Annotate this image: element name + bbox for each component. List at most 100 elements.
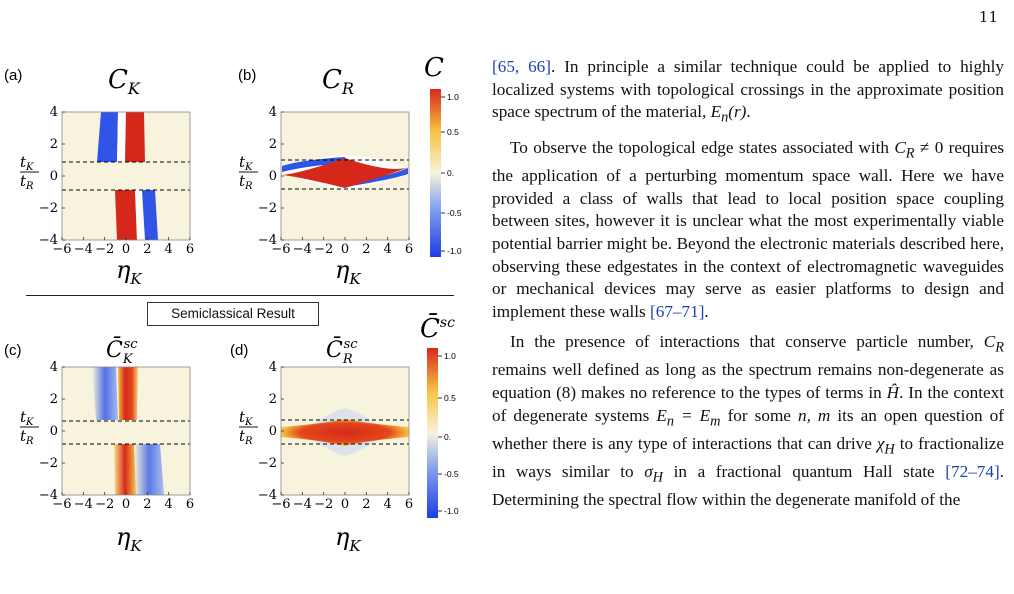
panel-c-ylabel-num: tK <box>20 408 34 428</box>
panel-a-xtick-label: 2 <box>143 242 151 257</box>
panel-d-ytick-label: −4 <box>258 488 277 503</box>
panel-c-title: C̄Ksc <box>106 336 138 367</box>
panel-d-ytick-label: 4 <box>269 360 277 375</box>
panel-b-ytick-label: −4 <box>258 233 277 248</box>
panel-d-title: C̄Rsc <box>326 336 358 367</box>
panel-a-blue-band-top <box>97 112 118 162</box>
panel-c-blue-band-bottom <box>134 444 164 495</box>
colorbar-top-tick: 0. <box>447 168 454 178</box>
panel-b-red-lens <box>283 158 407 188</box>
panel-a-ylabel-den: tR <box>20 172 34 192</box>
panel-d-xlabel: ηK <box>335 523 361 555</box>
panel-b-xtick-label: 0 <box>341 242 349 257</box>
panel-a-ylabel-num: tK <box>20 153 34 173</box>
panel-a-xtick-label: 0 <box>122 242 130 257</box>
panel-d-xtick-label: 4 <box>384 497 392 512</box>
panel-a-red-band-top <box>125 112 145 162</box>
colorbar-top-tick: 1.0 <box>447 92 459 102</box>
paragraph-3: In the presence of interactions that con… <box>492 332 1004 509</box>
panel-a-xlabel: ηK <box>116 256 142 288</box>
panel-c-xtick-label: 6 <box>186 497 194 512</box>
citation[interactable]: [72–74] <box>945 461 1000 481</box>
panel-a-ytick-label: 2 <box>50 137 58 152</box>
panel-c-xtick-label: −4 <box>74 497 93 512</box>
panel-c-xtick-label: −2 <box>95 497 114 512</box>
panel-d-ylabel-den: tR <box>239 427 253 447</box>
semiclassical-label: Semiclassical Result <box>147 302 319 326</box>
panel-b-ytick-label: 0 <box>269 169 277 184</box>
body-text: [65, 66]. In principle a similar techniq… <box>492 56 1004 519</box>
colorbar-bottom-tick: 0. <box>444 432 451 442</box>
panel-d-xtick-label: 2 <box>362 497 370 512</box>
colorbar-bottom-tick: 1.0 <box>444 351 456 361</box>
panel-b-heatmap <box>281 112 409 240</box>
panel-b-tag: (b) <box>238 67 256 84</box>
panel-b-xtick-label: 4 <box>384 242 392 257</box>
panel-c-xtick-label: 4 <box>165 497 173 512</box>
panel-a-xtick-label: −6 <box>52 242 71 257</box>
colorbar-bottom-tick: -1.0 <box>444 506 459 516</box>
panel-b-xtick-label: −6 <box>271 242 290 257</box>
citation[interactable]: [67–71] <box>650 301 705 321</box>
panel-a-ytick-label: 4 <box>50 105 58 120</box>
panel-a-xtick-label: −2 <box>95 242 114 257</box>
panel-d-red-lens <box>281 419 409 446</box>
panel-d-ylabel-num: tK <box>239 408 253 428</box>
panel-d-ytick-label: 0 <box>269 424 277 439</box>
panel-c-ytick-label: 4 <box>50 360 58 375</box>
panel-d-ytick-label: −2 <box>258 456 277 471</box>
panel-b-ylabel-den: tR <box>239 172 253 192</box>
colorbar-top-tick: -1.0 <box>447 246 462 256</box>
panel-a-ytick-label: 0 <box>50 169 58 184</box>
panel-c-blue-band-top <box>92 367 118 420</box>
page-number: 11 <box>978 8 998 26</box>
colorbar-top-label: C <box>424 53 444 83</box>
panel-a-red-band-bottom <box>115 190 137 240</box>
colorbar-bottom-tick: -0.5 <box>444 469 459 479</box>
panel-d-ytick-label: 2 <box>269 392 277 407</box>
panel-a-xtick-label: 4 <box>165 242 173 257</box>
panel-d-xtick-label: 6 <box>405 497 413 512</box>
panel-b-ylabel-num: tK <box>239 153 253 173</box>
panel-a-title: CK <box>108 65 141 98</box>
figure-canvas: (a) CK (b) CR C <box>4 53 462 555</box>
panel-a-blue-band-bottom <box>142 190 158 240</box>
panel-b-ytick-label: 4 <box>269 105 277 120</box>
figure: (a) CK (b) CR C <box>0 0 480 590</box>
panel-b-xtick-label: −2 <box>314 242 333 257</box>
colorbar-top-ticks: 1.0 0.5 0. -0.5 -1.0 <box>441 92 462 256</box>
panel-c-ytick-label: −2 <box>39 456 58 471</box>
panel-b-ytick-label: −2 <box>258 201 277 216</box>
panel-c-tag: (c) <box>4 342 22 359</box>
panel-b-xtick-label: −4 <box>293 242 312 257</box>
panel-c-heatmap <box>62 367 190 495</box>
panel-d-xtick-label: −2 <box>314 497 333 512</box>
colorbar-top-tick: -0.5 <box>447 208 462 218</box>
panel-a-xtick-label: −4 <box>74 242 93 257</box>
panel-a-heatmap <box>62 112 190 240</box>
panel-d-xtick-label: 0 <box>341 497 349 512</box>
colorbar-bottom <box>427 348 438 518</box>
citation[interactable]: [65, 66] <box>492 57 552 76</box>
panel-c-ytick-label: 0 <box>50 424 58 439</box>
panel-c-xtick-label: 0 <box>122 497 130 512</box>
colorbar-top <box>430 89 441 257</box>
panel-c-xlabel: ηK <box>116 523 142 555</box>
panel-c-ytick-label: 2 <box>50 392 58 407</box>
panel-b-title: CR <box>322 65 354 98</box>
panel-a-xtick-label: 6 <box>186 242 194 257</box>
panel-a-ytick-label: −4 <box>39 233 58 248</box>
panel-c-xtick-label: −6 <box>52 497 71 512</box>
panel-d-tag: (d) <box>230 342 248 359</box>
divider-line <box>26 295 454 296</box>
panel-d-xtick-label: −4 <box>293 497 312 512</box>
colorbar-bottom-label: C̄sc <box>420 312 455 344</box>
panel-a-tag: (a) <box>4 67 22 84</box>
paragraph-1: [65, 66]. In principle a similar techniq… <box>492 57 1005 126</box>
panel-c-ylabel-den: tR <box>20 427 34 447</box>
panel-d-xtick-label: −6 <box>271 497 290 512</box>
paragraph-2: To observe the topological edge states a… <box>492 138 1005 321</box>
panel-b-ytick-label: 2 <box>269 137 277 152</box>
panel-b-blue-edge-left <box>282 157 345 172</box>
